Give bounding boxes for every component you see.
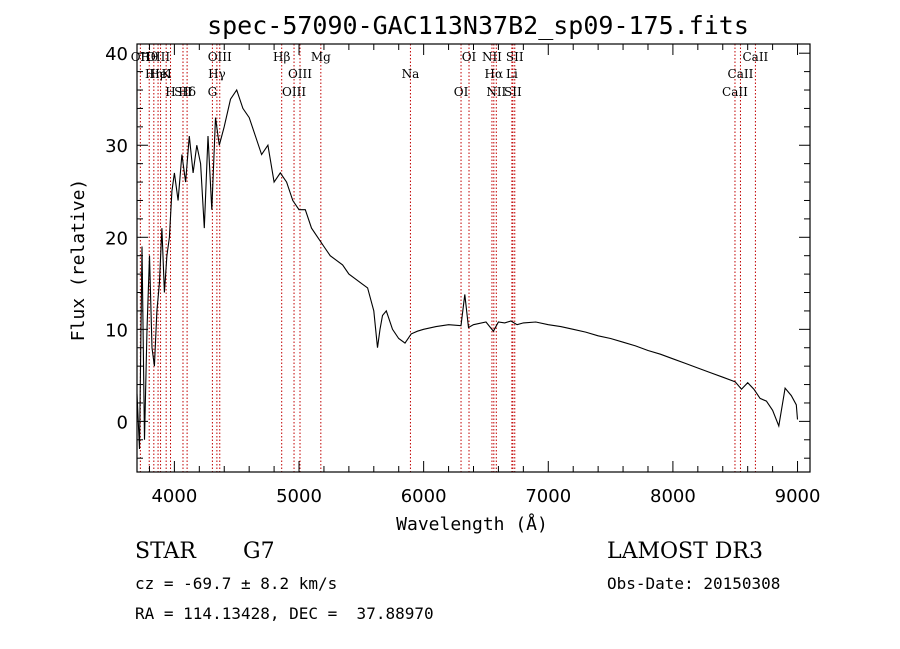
line-marker-label: SII <box>174 85 192 99</box>
x-axis-ticks: 4000 5000 6000 7000 8000 9000 <box>148 44 821 507</box>
line-marker-label: CaII <box>728 67 754 81</box>
line-marker-label: G <box>208 85 218 99</box>
line-marker-label: OIII <box>146 50 170 64</box>
x-axis-label: Wavelength (Å) <box>396 513 548 535</box>
line-marker-label: K <box>162 67 172 81</box>
x-tick-label: 9000 <box>775 486 821 507</box>
object-subclass: G7 <box>243 539 275 564</box>
y-axis-ticks: 0 10 20 30 40 <box>105 44 810 459</box>
line-marker-label: NII <box>482 50 502 64</box>
line-marker-label: OI <box>454 85 469 99</box>
line-marker-label: NII <box>486 85 506 99</box>
x-tick-label: 5000 <box>276 486 322 507</box>
line-marker-label: OIII <box>208 50 232 64</box>
y-tick-label: 20 <box>105 228 128 249</box>
line-marker-label: OI <box>462 50 477 64</box>
line-marker-label: CaII <box>722 85 748 99</box>
line-marker-label: Hη <box>145 67 163 81</box>
line-marker-label: Li <box>506 67 518 81</box>
line-marker-label: Mg <box>311 50 331 64</box>
line-marker-label: SII <box>506 50 524 64</box>
line-marker-label: Na <box>402 67 420 81</box>
line-marker-label: HeI <box>149 67 172 81</box>
y-tick-label: 30 <box>105 136 128 157</box>
line-marker-label: Hγ <box>208 67 226 81</box>
x-tick-label: 8000 <box>650 486 696 507</box>
survey-name: LAMOST DR3 <box>607 539 763 564</box>
plot-frame <box>136 43 811 473</box>
line-marker-label: Hβ <box>273 50 290 64</box>
redshift-velocity: cz = -69.7 ± 8.2 km/s <box>135 574 338 593</box>
line-marker-label: Hδ <box>178 85 196 99</box>
x-tick-label: 4000 <box>151 486 197 507</box>
y-tick-label: 10 <box>105 320 128 341</box>
line-marker-label: Hα <box>485 67 504 81</box>
observation-date: Obs-Date: 20150308 <box>607 574 781 593</box>
emission-line-labels: HθKHδOIIHeISIIOIIIHηHOIIIHγGHβOIIIOIIIMg… <box>131 50 769 99</box>
line-marker-label: H <box>165 85 175 99</box>
line-marker-label: CaII <box>742 50 768 64</box>
y-axis-label: Flux (relative) <box>68 179 89 342</box>
sky-coordinates: RA = 114.13428, DEC = 37.88970 <box>135 604 434 623</box>
x-tick-label: 7000 <box>525 486 571 507</box>
line-marker-label: OIII <box>282 85 306 99</box>
object-class: STAR <box>135 539 196 564</box>
y-tick-label: 40 <box>105 44 128 65</box>
x-tick-label: 6000 <box>401 486 447 507</box>
line-marker-label: SII <box>504 85 522 99</box>
emission-line-markers <box>139 44 756 472</box>
y-tick-label: 0 <box>117 412 128 433</box>
chart-title: spec-57090-GAC113N37B2_sp09-175.fits <box>207 11 749 40</box>
spectrum-series-line <box>136 88 799 450</box>
line-marker-label: OIII <box>288 67 312 81</box>
